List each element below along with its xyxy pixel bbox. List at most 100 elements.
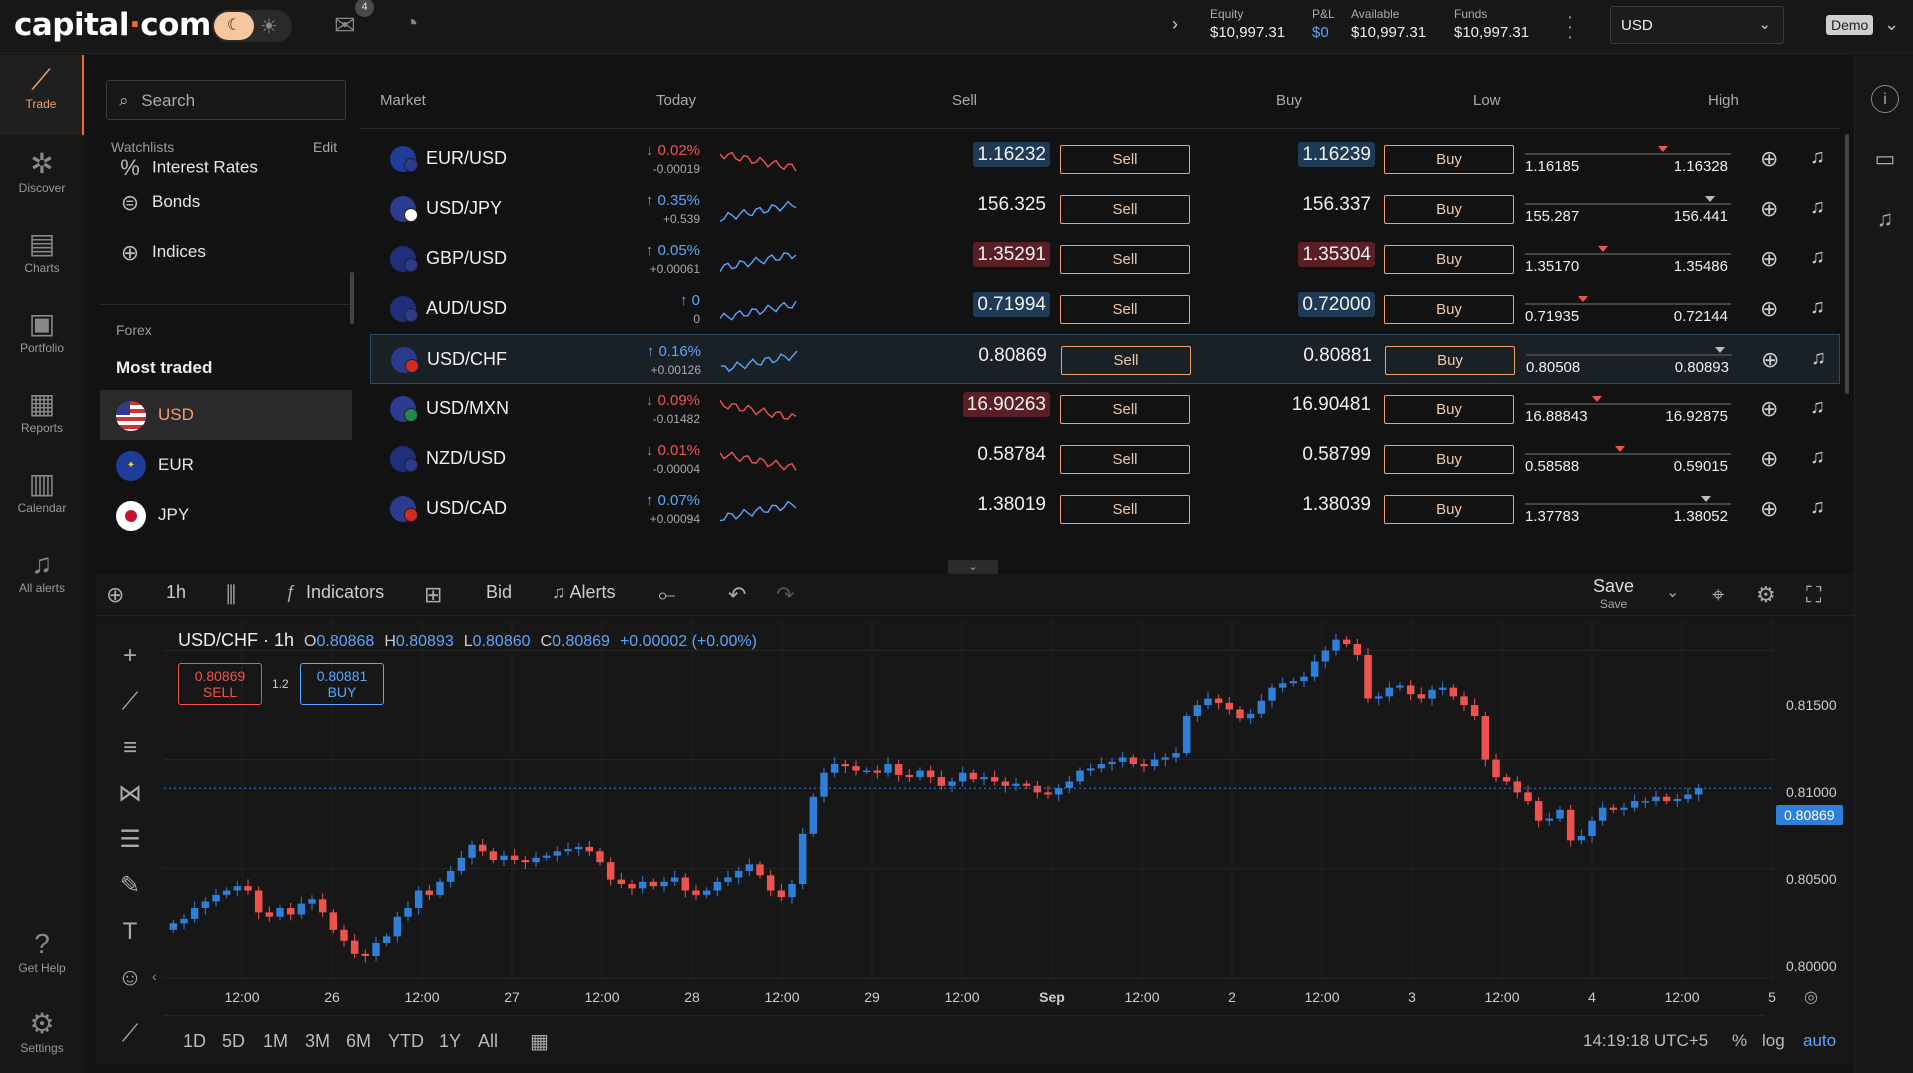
watchlist-item-bonds[interactable]: ⊜ Bonds [100, 177, 352, 227]
add-to-watchlist-icon[interactable]: ⊕ [1760, 446, 1779, 471]
price-alert-icon[interactable]: ♫ [1810, 196, 1825, 218]
watchlist-item-interest-rates[interactable]: % Interest Rates [100, 154, 352, 186]
undo-icon[interactable]: ↶ [728, 582, 747, 607]
range-button[interactable]: 5D [222, 1031, 246, 1051]
col-header-low[interactable]: Low [1473, 92, 1501, 109]
buy-button[interactable]: Buy [1384, 445, 1514, 474]
fib-retracement-icon[interactable]: ≡ [122, 734, 137, 761]
sell-button[interactable]: Sell [1060, 395, 1190, 424]
col-header-buy[interactable]: Buy [1276, 92, 1302, 109]
sell-button[interactable]: Sell [1061, 346, 1191, 375]
chart-settings-icon[interactable]: ⚙ [1756, 582, 1776, 607]
orders-panel-icon[interactable]: ▭ [1874, 146, 1896, 171]
collapse-toolbar-chevron-icon[interactable]: ‹ [152, 968, 157, 984]
add-to-watchlist-icon[interactable]: ⊕ [1760, 196, 1779, 221]
watchlist-scrollbar[interactable] [350, 272, 354, 324]
nav-charts[interactable]: ▤ Charts [0, 227, 84, 275]
range-button[interactable]: 1M [263, 1031, 289, 1051]
add-symbol-icon[interactable]: ⊕ [106, 582, 125, 607]
buy-button[interactable]: Buy [1384, 145, 1514, 174]
save-layout-button[interactable]: Save Save [1593, 577, 1634, 613]
alerts-button[interactable]: ♫ Alerts [552, 582, 616, 603]
currency-item-jpy[interactable]: JPY [100, 490, 352, 540]
nav-discover[interactable]: ✲ Discover [0, 147, 84, 195]
replay-icon[interactable]: ⟜ [658, 582, 676, 607]
price-alert-icon[interactable]: ♫ [1810, 146, 1825, 168]
nav-settings[interactable]: ⚙ Settings [0, 1007, 84, 1055]
buy-button[interactable]: Buy [1384, 245, 1514, 274]
market-row[interactable]: USD/CHF ↑ 0.16% +0.00126 0.80869 Sell 0.80881… [370, 334, 1840, 384]
emoji-icon[interactable]: ☺ [117, 964, 143, 991]
capital-com-logo[interactable]: capital·com [14, 7, 211, 43]
col-header-market[interactable]: Market [380, 92, 426, 109]
buy-button[interactable]: Buy [1384, 395, 1514, 424]
chart-clock[interactable]: 14:19:18 UTC+5 [1583, 1031, 1709, 1050]
chart-buy-button[interactable]: 0.80881 BUY [300, 663, 384, 705]
add-to-watchlist-icon[interactable]: ⊕ [1760, 146, 1779, 171]
portfolio-pie-button[interactable]: ◔ [404, 10, 436, 42]
price-alert-icon[interactable]: ♫ [1811, 347, 1826, 369]
nav-get-help[interactable]: ? Get Help [0, 927, 84, 975]
ruler-icon[interactable]: ⟋ [121, 1020, 139, 1047]
add-to-watchlist-icon[interactable]: ⊕ [1760, 396, 1779, 421]
nav-trade[interactable]: ⟋ Trade [0, 55, 84, 135]
currency-select[interactable]: USD ⌄ [1610, 6, 1784, 44]
account-switch-chevron-icon[interactable]: ⌄ [1884, 14, 1900, 34]
nav-reports[interactable]: ▦ Reports [0, 387, 84, 435]
fullscreen-icon[interactable]: ⛶ [1806, 582, 1822, 607]
log-scale-toggle[interactable]: log [1762, 1031, 1785, 1050]
notifications-bell-icon[interactable]: ♫ [1876, 206, 1894, 231]
add-to-watchlist-icon[interactable]: ⊕ [1760, 496, 1779, 521]
collapse-table-handle[interactable]: ⌄ [948, 560, 998, 574]
date-range-calendar-icon[interactable]: ▦ [530, 1031, 549, 1053]
price-alert-icon[interactable]: ♫ [1810, 396, 1825, 418]
market-row[interactable]: USD/CAD ↑ 0.07% +0.00094 1.38019 Sell 1.38039… [370, 484, 1840, 534]
currency-item-eur[interactable]: ✦ EUR [100, 440, 352, 490]
market-scrollbar[interactable] [1845, 134, 1849, 394]
save-dropdown-chevron-icon[interactable]: ⌄ [1666, 584, 1680, 601]
market-row[interactable]: USD/JPY ↑ 0.35% +0.539 156.325 Sell 156.337 Bu… [370, 184, 1840, 234]
watchlist-item-indices[interactable]: ⊕ Indices [100, 227, 352, 277]
auto-scale-toggle[interactable]: auto [1803, 1031, 1837, 1050]
buy-button[interactable]: Buy [1385, 346, 1515, 375]
add-to-watchlist-icon[interactable]: ⊕ [1761, 347, 1780, 372]
sell-button[interactable]: Sell [1060, 195, 1190, 224]
info-icon[interactable]: i [1871, 85, 1899, 113]
col-header-today[interactable]: Today [656, 92, 697, 109]
price-alert-icon[interactable]: ♫ [1810, 496, 1825, 518]
redo-icon[interactable]: ↷ [776, 582, 795, 607]
indicators-button[interactable]: ƒ Indicators [286, 582, 384, 603]
bid-toggle[interactable]: Bid [486, 582, 513, 602]
mail-button[interactable]: ✉ [334, 10, 366, 42]
demo-account-badge[interactable]: Demo [1826, 15, 1874, 35]
percent-scale-toggle[interactable]: % [1732, 1031, 1748, 1050]
nav-all-alerts[interactable]: ♫ All alerts [0, 547, 84, 595]
col-header-high[interactable]: High [1708, 92, 1739, 109]
market-row[interactable]: NZD/USD ↓ 0.01% -0.00004 0.58784 Sell 0.58799… [370, 434, 1840, 484]
nav-portfolio[interactable]: ▣ Portfolio [0, 307, 84, 355]
sell-button[interactable]: Sell [1060, 295, 1190, 324]
price-alert-icon[interactable]: ♫ [1810, 246, 1825, 268]
currency-item-usd[interactable]: USD [100, 390, 352, 440]
candle-style-icon[interactable]: ⫼ [226, 582, 237, 607]
brush-icon[interactable]: ✎ [119, 872, 141, 899]
buy-button[interactable]: Buy [1384, 295, 1514, 324]
pattern-icon[interactable]: ⋈ [118, 780, 142, 807]
text-tool-icon[interactable]: T [122, 918, 138, 945]
range-button[interactable]: 3M [305, 1031, 331, 1051]
sell-button[interactable]: Sell [1060, 145, 1190, 174]
range-button[interactable]: 1Y [439, 1031, 462, 1051]
trend-line-icon[interactable]: ⟋ [121, 688, 139, 715]
col-header-sell[interactable]: Sell [952, 92, 978, 109]
layouts-icon[interactable]: ⊞ [424, 582, 443, 607]
range-button[interactable]: 1D [183, 1031, 207, 1051]
price-alert-icon[interactable]: ♫ [1810, 446, 1825, 468]
buy-button[interactable]: Buy [1384, 495, 1514, 524]
market-row[interactable]: GBP/USD ↑ 0.05% +0.00061 1.35291 Sell 1.35304… [370, 234, 1840, 284]
quick-search-icon[interactable]: ⌖ [1712, 582, 1725, 607]
sell-button[interactable]: Sell [1060, 495, 1190, 524]
range-button[interactable]: 6M [346, 1031, 372, 1051]
add-to-watchlist-icon[interactable]: ⊕ [1760, 296, 1779, 321]
price-alert-icon[interactable]: ♫ [1810, 296, 1825, 318]
more-options-icon[interactable]: · · · [1566, 6, 1574, 48]
